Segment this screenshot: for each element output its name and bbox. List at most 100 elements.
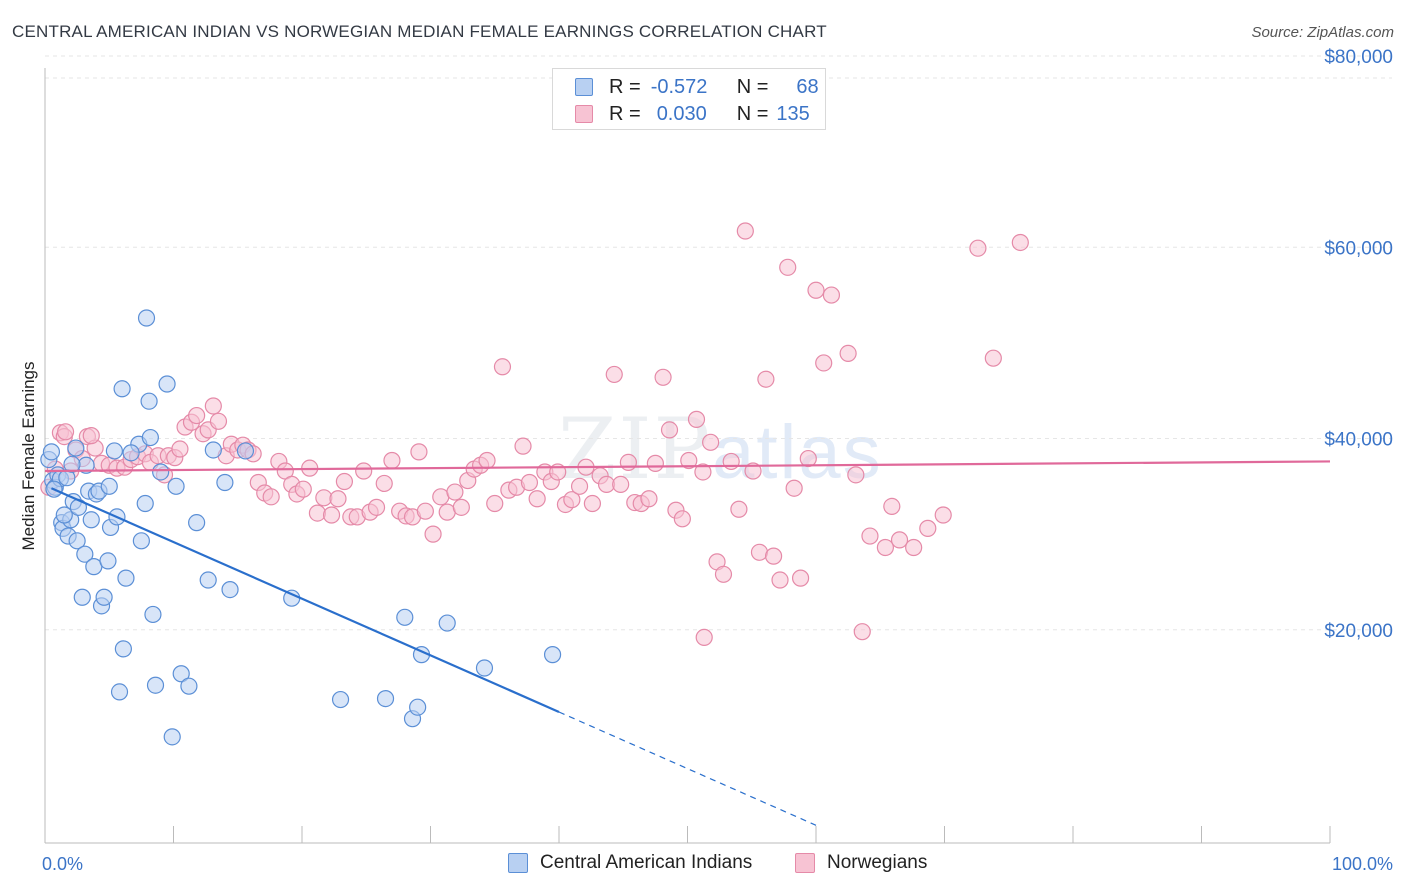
central-american-indians-point [158,375,176,393]
central-american-indians-point [105,442,123,460]
central-american-indians-point [141,428,159,447]
norwegians-point [934,506,952,524]
series-name: Norwegians [827,852,928,873]
grid-lines [45,55,1392,631]
norwegians-point [262,488,280,506]
norwegians-point [779,258,797,276]
central-american-indians-point [76,545,94,563]
norwegians-point [416,502,434,520]
legend-row-norwegians: R = 0.030 N = 135 [575,102,810,126]
norwegians-point [188,406,206,425]
chart-title: CENTRAL AMERICAN INDIAN VS NORWEGIAN MED… [12,22,827,41]
central-american-indians-point [68,532,86,550]
central-american-indians-point [152,463,170,481]
norwegians-point [807,281,825,299]
central-american-indians-point [543,646,562,664]
norwegians-point [452,498,470,516]
n-value: 135 [776,102,810,125]
central-american-indians-point [100,477,118,495]
n-value: 68 [796,75,819,98]
central-american-indians-point [331,690,350,709]
norwegians-point [764,547,783,565]
central-american-indians-point [376,689,395,708]
norwegians-point [822,286,841,304]
y-tick-label: $40,000 [1324,430,1393,451]
norwegians-point [383,451,401,470]
norwegians-point [56,423,75,441]
central-american-indians-point [113,380,131,398]
norwegians-point [563,491,581,509]
central-american-indians-point [114,640,132,658]
norwegians-point [335,472,354,491]
norwegians-trend [44,460,1331,473]
y-tick-label: $20,000 [1324,621,1393,642]
central-american-indians-point [163,728,181,746]
norwegians-point [695,628,713,647]
norwegians-point [815,354,833,372]
norwegians-point [680,451,698,470]
norwegians-point [771,571,789,589]
bottom-legend-norwegians: Norwegians [795,852,927,874]
central-american-indians-point [42,443,61,461]
norwegians-point [294,480,312,498]
central-american-indians-point [188,514,206,532]
central-american-indians-point [140,392,158,410]
norwegians-point [919,519,937,537]
norwegians-point [660,421,679,439]
norwegians-point [722,452,740,471]
norwegians-point [883,497,901,515]
norwegians-point [890,531,909,549]
norwegians-point [969,239,987,257]
x-tick-label-end: 100.0% [1332,854,1393,874]
norwegians-point [619,453,637,472]
norwegians-point [791,569,810,587]
norwegians-point [446,483,464,501]
n-label: N = [736,102,769,125]
norwegians-point [493,358,512,376]
norwegians-point [355,462,373,480]
trend-lines [44,460,1331,826]
central-american-indians-trend [50,487,560,713]
central-american-indians-point [236,442,255,460]
central-american-indians-point [117,569,135,587]
norwegians-point [570,477,589,495]
source-label: Source: ZipAtlas.com [1251,24,1394,41]
central-american-indians-point [99,552,117,570]
norwegians-point [905,538,923,557]
r-value: -0.572 [650,75,708,98]
central-american-indians-point [475,659,494,677]
r-label: R = [609,75,641,98]
central-american-indians-point [409,698,427,716]
norwegians-point [322,506,341,524]
norwegians-point [424,525,442,543]
norwegians-point [1011,233,1029,252]
central-american-indians-trend-extension [558,711,817,826]
norwegians-point [612,475,630,493]
norwegians-point [308,504,327,522]
norwegians-points [40,222,1029,647]
r-label: R = [609,102,641,125]
y-tick-label: $60,000 [1324,238,1393,259]
norwegians-point [757,370,775,388]
norwegians-point [514,437,532,455]
norwegians-point [730,500,748,518]
series-name: Central American Indians [540,852,753,873]
norwegians-point [839,344,857,362]
norwegians-point [583,494,602,513]
y-tick-label: $80,000 [1324,47,1393,68]
n-label: N = [736,75,769,98]
norwegians-point [785,479,803,497]
norwegians-point [204,397,222,415]
bottom-legend-central-american-indians: Central American Indians [508,852,752,874]
y-tick-labels: $20,000 $40,000 $60,000 $80,000 [1324,47,1393,642]
y-axis-title: Median Female Earnings [19,362,38,551]
central-american-indians-point [110,683,129,701]
central-american-indians-point [55,506,73,524]
central-american-indians-point [132,532,150,550]
norwegians-point [486,494,504,513]
central-american-indians-point [136,494,154,513]
norwegians-point [478,451,496,470]
r-value: 0.030 [656,102,707,125]
central-american-indians-point [172,665,190,683]
